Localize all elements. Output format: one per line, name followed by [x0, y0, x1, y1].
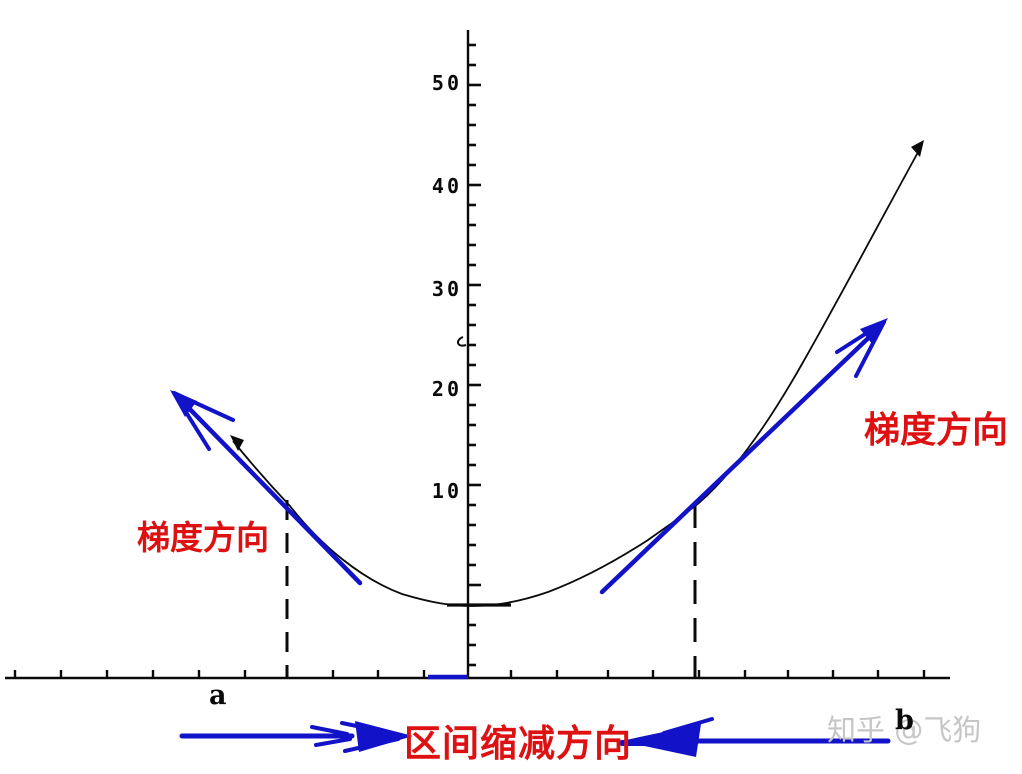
gradient-arrow-right — [599, 318, 888, 595]
y-tick-label-40: 40 — [431, 174, 462, 198]
axis-scribble — [457, 336, 467, 347]
interval-arrow-left — [179, 721, 413, 753]
interval-arrow-right — [619, 717, 891, 757]
x-axis — [5, 670, 950, 680]
interval-reduction-label: 区间缩减方向 — [404, 722, 632, 765]
gradient-direction-label-left: 梯度方向 — [137, 518, 269, 557]
y-axis — [457, 30, 481, 678]
y-tick-label-10: 10 — [431, 479, 462, 503]
y-tick-label-50: 50 — [431, 71, 462, 95]
function-curve — [230, 140, 924, 607]
x-axis-ticks — [13, 670, 926, 677]
curve-arrowhead-right — [911, 140, 924, 157]
y-tick-label-20: 20 — [431, 377, 462, 401]
y-axis-ticks — [468, 43, 481, 667]
y-tick-label-30: 30 — [431, 277, 462, 301]
watermark-text: 知乎 @飞狗 — [827, 713, 982, 747]
endpoint-label-a: a — [209, 680, 227, 711]
gradient-direction-label-right: 梯度方向 — [864, 410, 1009, 451]
gradient-arrow-left — [170, 390, 363, 586]
endpoint-label-b: b — [895, 705, 914, 736]
curve-arrowhead-left — [230, 435, 244, 451]
